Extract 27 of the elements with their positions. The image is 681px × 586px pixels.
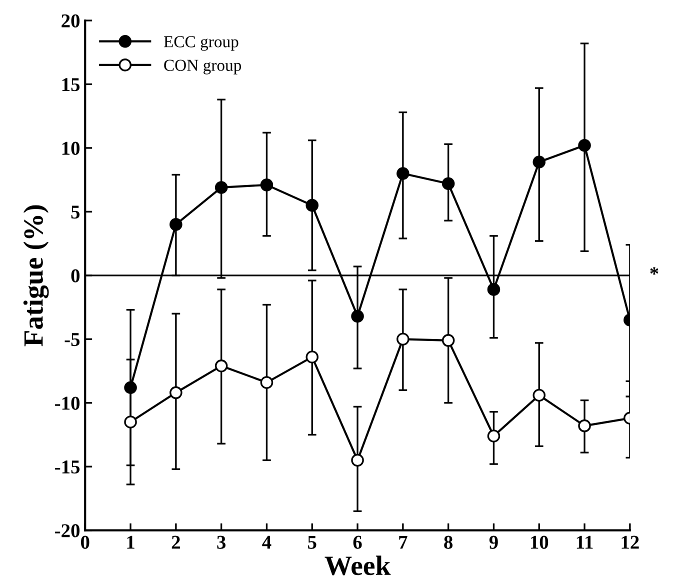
x-tick-label: 7 (399, 536, 408, 549)
y-tick-label: 0 (71, 269, 80, 282)
x-tick-label: 3 (217, 536, 226, 549)
x-axis-title: Week (324, 556, 391, 576)
x-tick-label: 9 (489, 536, 498, 549)
x-tick-label: 8 (444, 536, 453, 549)
y-tick-label: -15 (55, 460, 80, 474)
y-tick-label: 20 (62, 14, 80, 28)
x-tick-label: 1 (127, 536, 134, 549)
y-tick-label: -5 (64, 333, 80, 346)
ref-line-label: * (650, 267, 658, 275)
y-tick-label: -10 (55, 396, 80, 410)
y-axis-title: Fatigue (%) (23, 205, 49, 346)
x-tick-label: 5 (308, 536, 316, 549)
legend-label: CON group (164, 60, 242, 74)
x-tick-label: 6 (353, 536, 362, 549)
y-tick-label: -20 (55, 524, 80, 538)
x-tick-label: 10 (530, 536, 548, 549)
x-tick-label: 0 (81, 536, 90, 549)
y-tick-label: 5 (71, 206, 80, 219)
y-tick-label: 15 (62, 78, 80, 92)
y-tick-label: 10 (62, 142, 80, 155)
x-tick-label: 2 (172, 536, 180, 549)
legend-label: ECC group (164, 36, 238, 51)
x-tick-label: 4 (262, 536, 272, 549)
x-tick-label: 11 (576, 536, 593, 549)
x-tick-label: 12 (622, 536, 639, 549)
